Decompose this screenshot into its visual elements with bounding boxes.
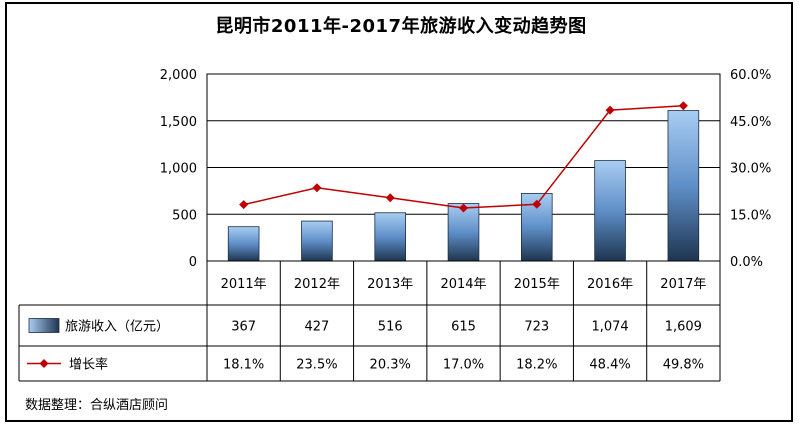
category-label: 2017年 [660, 277, 706, 292]
growth-value: 18.2% [516, 358, 557, 373]
chart-frame: 昆明市2011年-2017年旅游收入变动趋势图 0 500 1,000 1,500 2,… [5, 2, 793, 422]
bar-5 [594, 160, 626, 262]
y-left-tick-label: 1,500 [160, 115, 197, 130]
y-left-tick-label: 1,000 [160, 162, 197, 177]
growth-point-0 [239, 200, 249, 210]
growth-value: 17.0% [443, 358, 484, 373]
category-label: 2012年 [294, 277, 340, 292]
plot-area-border [206, 73, 721, 262]
growth-value: 23.5% [296, 358, 337, 373]
bar-1 [301, 220, 333, 262]
y-left-tick-label: 0 [189, 255, 197, 270]
category-label: 2011年 [221, 277, 267, 292]
legend-key-growth-marker [39, 359, 49, 368]
y-left-tick-label: 500 [172, 208, 197, 223]
revenue-value: 516 [378, 320, 403, 335]
legend-label-growth: 增长率 [69, 357, 108, 373]
growth-point-3 [459, 203, 468, 213]
y-right-tick-label: 15.0% [730, 208, 771, 223]
revenue-value: 723 [524, 320, 549, 335]
growth-value: 49.8% [663, 358, 704, 373]
growth-point-6 [678, 101, 688, 111]
legend-label-revenue: 旅游收入（亿元） [65, 320, 169, 335]
revenue-value: 367 [231, 320, 256, 335]
combo-chart: 0 500 1,000 1,500 2,000 0.0% 15.0% 30.0% 45.0% 60… [18, 68, 771, 382]
y-left-tick-label: 2,000 [160, 68, 197, 83]
y-right-tick-label: 30.0% [730, 162, 771, 177]
chart-title: 昆明市2011年-2017年旅游收入变动趋势图 [215, 16, 587, 37]
category-label: 2015年 [514, 277, 560, 292]
growth-point-1 [312, 183, 322, 193]
growth-point-5 [605, 105, 615, 115]
y-right-tick-label: 60.0% [730, 68, 771, 83]
growth-value: 18.1% [223, 358, 264, 373]
bar-2 [374, 212, 407, 262]
growth-value: 48.4% [589, 358, 630, 373]
growth-point-4 [532, 199, 542, 209]
bar-0 [227, 226, 260, 262]
y-right-tick-label: 45.0% [730, 115, 771, 130]
revenue-value: 427 [305, 320, 330, 335]
revenue-value: 1,609 [665, 320, 702, 335]
bar-6 [667, 110, 700, 262]
growth-value: 20.3% [370, 358, 411, 373]
revenue-value: 615 [451, 320, 476, 335]
category-label: 2016年 [587, 277, 633, 292]
source-note: 数据整理：合纵酒店顾问 [25, 398, 169, 413]
category-label: 2013年 [367, 277, 413, 292]
category-label: 2014年 [440, 277, 486, 292]
revenue-value: 1,074 [591, 320, 628, 335]
legend-key-revenue [28, 318, 60, 333]
bar-3 [447, 203, 480, 262]
y-right-tick-label: 0.0% [730, 255, 763, 270]
growth-point-2 [385, 193, 395, 203]
